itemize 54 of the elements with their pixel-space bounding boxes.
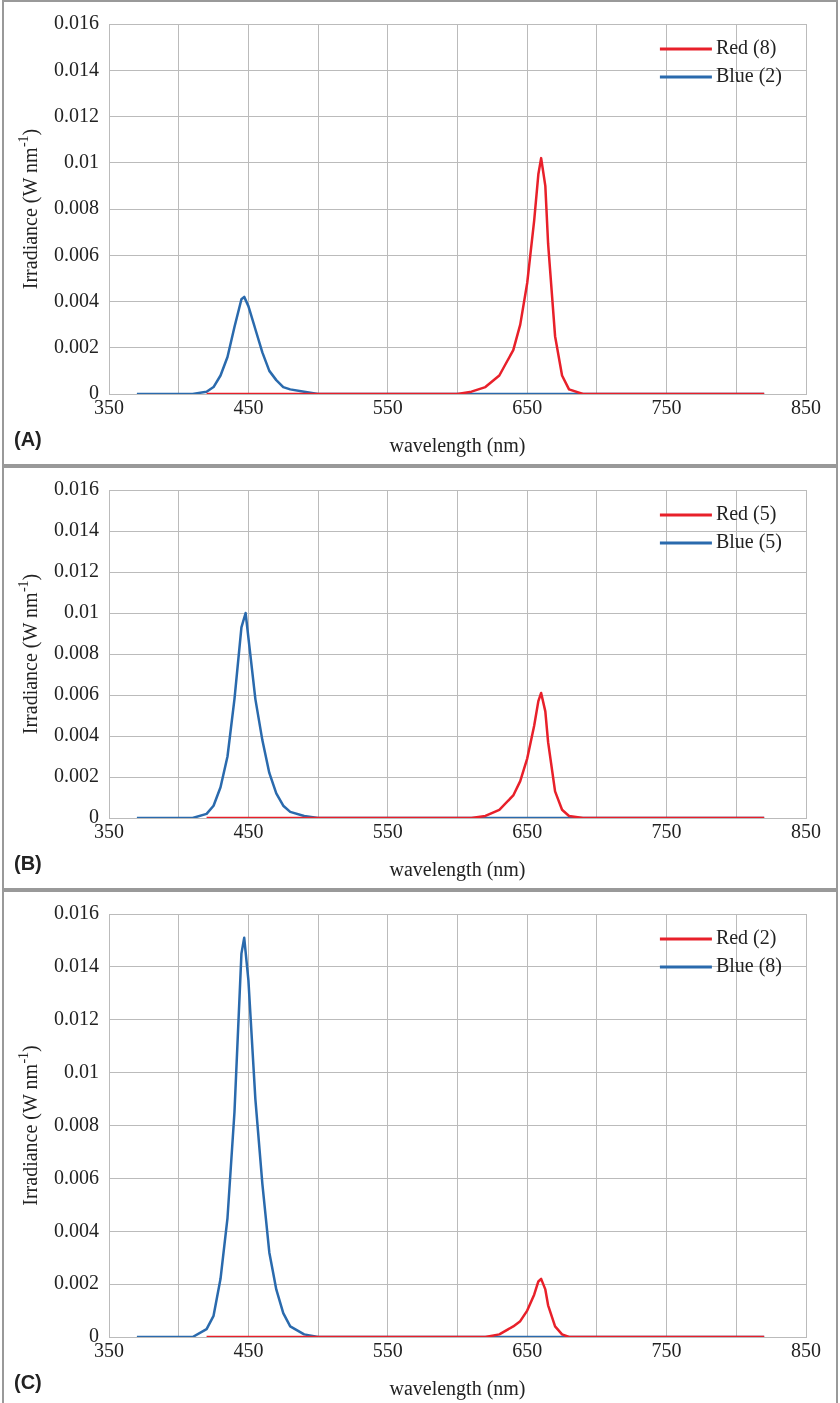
y-tick-label: 0.004 <box>54 1218 99 1241</box>
legend-label: Red (5) <box>715 502 777 526</box>
legend-label: Blue (2) <box>715 64 782 88</box>
x-tick-label: 750 <box>651 1339 682 1362</box>
y-tick-label: 0.002 <box>54 1271 99 1294</box>
x-tick-label: 450 <box>233 1339 264 1362</box>
y-tick-label: 0.002 <box>54 764 99 787</box>
x-tick-label: 850 <box>791 396 821 419</box>
text: (B) <box>14 852 42 874</box>
y-tick-label: 0.006 <box>54 682 99 705</box>
x-tick-label: 750 <box>651 820 682 843</box>
x-tick-label: 550 <box>372 396 403 419</box>
text: (A) <box>14 428 42 450</box>
y-tick-label: 0.012 <box>54 103 99 126</box>
y-axis-title: Irradiance (W nm-1) <box>15 128 43 290</box>
legend-label: Red (2) <box>715 926 777 950</box>
y-tick-label: 0.004 <box>54 723 99 746</box>
y-tick-label: 0.002 <box>54 335 99 357</box>
x-axis-title: wavelength (nm) <box>389 1377 526 1400</box>
legend-label: Blue (8) <box>715 954 782 978</box>
x-tick-label: 650 <box>512 820 543 843</box>
y-tick-label: 0.01 <box>64 150 99 172</box>
x-tick-label: 450 <box>233 396 264 419</box>
y-tick-label: 0.012 <box>54 1007 99 1029</box>
y-tick-label: 0.016 <box>54 477 99 500</box>
y-tick-label: 0.008 <box>54 196 99 219</box>
x-tick-label: 550 <box>372 820 403 843</box>
y-axis-title: Irradiance (W nm-1) <box>15 1045 43 1206</box>
x-tick-label: 650 <box>512 1339 543 1362</box>
x-tick-label: 550 <box>372 1339 403 1362</box>
y-tick-label: 0.006 <box>54 242 99 265</box>
y-tick-label: 0.016 <box>54 901 99 924</box>
x-axis-title: wavelength (nm) <box>389 858 526 881</box>
x-tick-label: 750 <box>651 396 682 419</box>
y-tick-label: 0.014 <box>54 57 99 80</box>
x-tick-label: 450 <box>233 820 264 843</box>
y-tick-label: 0.01 <box>64 600 99 623</box>
y-tick-label: 0.008 <box>54 641 99 664</box>
y-tick-label: 0.008 <box>54 1112 99 1135</box>
y-tick-label: 0.014 <box>54 518 99 541</box>
text: (C) <box>14 1371 42 1393</box>
y-tick-label: 0.006 <box>54 1165 99 1188</box>
x-tick-label: 850 <box>791 820 821 843</box>
y-tick-label: 0.012 <box>54 559 99 582</box>
x-tick-label: 850 <box>791 1339 821 1362</box>
legend-label: Blue (5) <box>715 530 782 554</box>
y-axis-title: Irradiance (W nm-1) <box>15 573 43 735</box>
y-tick-label: 0.01 <box>64 1059 99 1082</box>
x-tick-label: 650 <box>512 396 543 419</box>
y-tick-label: 0.016 <box>54 11 99 34</box>
legend-label: Red (8) <box>715 36 777 60</box>
y-tick-label: 0.004 <box>54 288 99 311</box>
x-axis-title: wavelength (nm) <box>389 434 526 457</box>
y-tick-label: 0.014 <box>54 954 99 977</box>
